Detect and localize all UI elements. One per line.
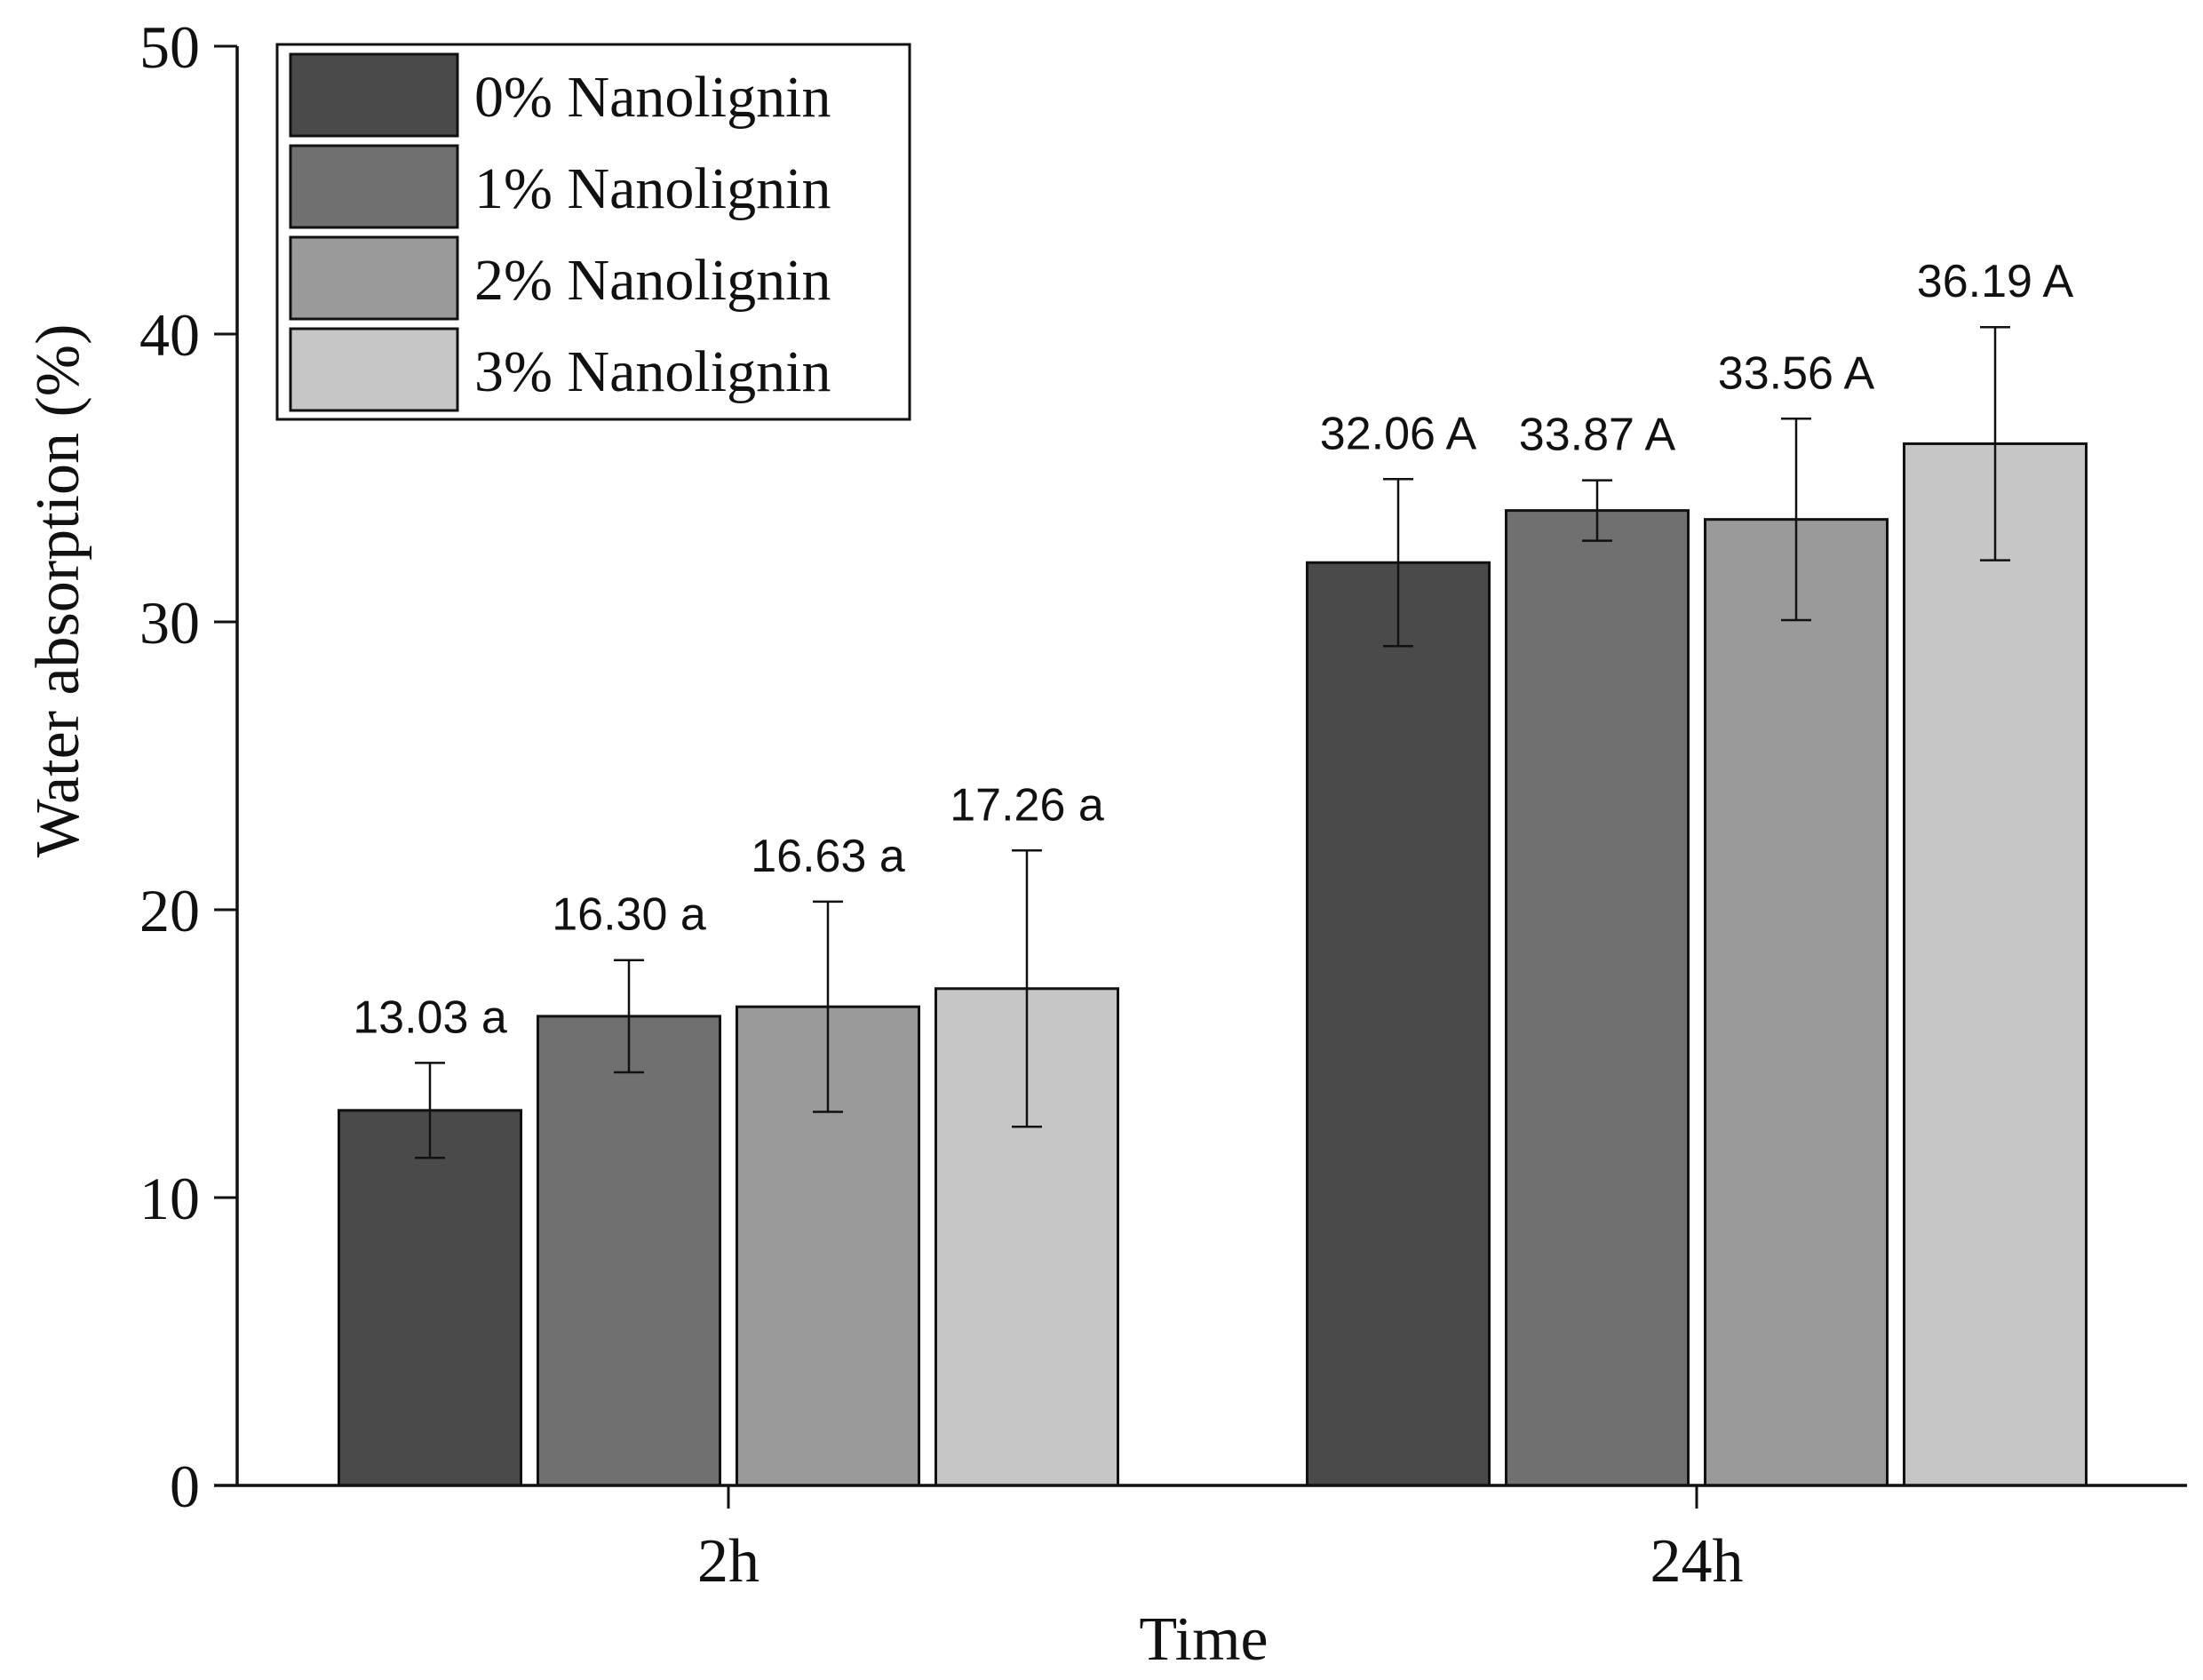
legend-label: 2% Nanolignin	[474, 248, 831, 313]
x-tick-label: 24h	[1650, 1527, 1744, 1596]
legend: 0% Nanolignin 1% Nanolignin 2% Nanolignin 3…	[275, 43, 911, 421]
data-label: 33.87 A	[1519, 410, 1676, 461]
legend-label: 3% Nanolignin	[474, 339, 831, 404]
legend-swatch	[289, 235, 459, 321]
data-label: 13.03 a	[353, 991, 507, 1043]
y-tick-label: 50	[139, 13, 200, 81]
bar	[537, 1015, 721, 1487]
legend-swatch	[289, 144, 459, 229]
data-label: 16.63 a	[751, 831, 905, 882]
plot-area: 13.03 a 16.30 a 16.63 a 17.26 a 32.06 A 33.87…	[338, 256, 2088, 1487]
data-label: 17.26 a	[950, 779, 1104, 831]
bar	[1306, 561, 1491, 1487]
y-axis-title: Water absorption (%)	[24, 324, 92, 858]
legend-label: 1% Nanolignin	[474, 156, 831, 221]
legend-swatch	[289, 52, 459, 138]
bar	[338, 1109, 522, 1487]
y-tick-label: 10	[139, 1165, 200, 1232]
bar	[1903, 442, 2088, 1487]
x-axis-title: Time	[1139, 1605, 1268, 1674]
bar	[1505, 509, 1690, 1487]
legend-label: 0% Nanolignin	[474, 65, 831, 130]
bar	[1704, 518, 1889, 1487]
y-tick-label: 0	[170, 1453, 200, 1520]
y-tick-label: 30	[139, 589, 200, 657]
x-tick-label: 2h	[697, 1527, 760, 1596]
data-label: 16.30 a	[552, 889, 706, 941]
data-label: 36.19 A	[1917, 256, 2074, 307]
data-label: 32.06 A	[1320, 408, 1477, 459]
data-label: 33.56 A	[1718, 347, 1875, 399]
y-tick-label: 40	[139, 301, 200, 369]
legend-swatch	[289, 327, 459, 412]
axes: 2h 24h 0 10 20 30 40 50	[139, 13, 2187, 1596]
y-tick-label: 20	[139, 877, 200, 944]
